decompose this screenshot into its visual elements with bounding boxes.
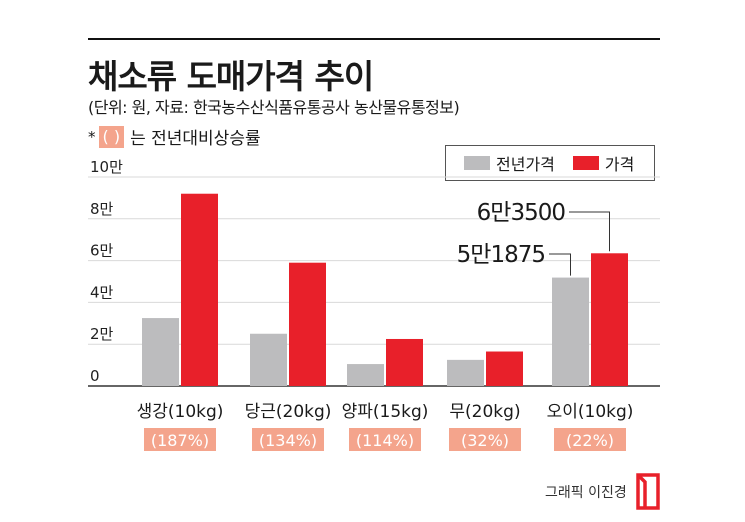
legend-label-price: 가격	[604, 155, 635, 174]
y-tick-label: 8만	[90, 200, 114, 218]
bar-price	[289, 262, 326, 386]
legend: 전년가격 가격	[445, 145, 655, 181]
x-category-label: 무(20kg)	[449, 402, 520, 422]
note-paren-badge: ( )	[98, 125, 125, 148]
chart-subtitle: (단위: 원, 자료: 한국농수산식품유통공사 농산물유통정보)	[88, 98, 460, 117]
x-category-label: 생강(10kg)	[137, 402, 224, 422]
top-rule	[88, 38, 660, 40]
growth-label: (32%)	[461, 431, 509, 450]
bar-price	[386, 338, 423, 386]
y-tick-label: 4만	[90, 283, 114, 301]
y-tick-label: 0	[90, 367, 100, 385]
note-star: *	[88, 127, 96, 146]
bar-prev	[250, 333, 287, 386]
legend-item-prev: 전년가격	[464, 151, 555, 175]
bar-prev	[552, 277, 589, 386]
publisher-logo-icon	[636, 473, 660, 510]
y-tick-label: 2만	[90, 325, 114, 343]
growth-badge	[449, 428, 521, 451]
growth-badge	[349, 428, 421, 451]
value-annotation: 6만3500	[477, 200, 566, 226]
bar-price	[591, 253, 628, 386]
annotation-leader-line	[549, 253, 571, 276]
annotation-leader-line	[569, 211, 610, 252]
bar-prev	[347, 364, 384, 386]
note-text: 는 전년대비상승률	[130, 129, 261, 149]
growth-note: * ( ) 는 전년대비상승률	[88, 124, 261, 149]
x-category-label: 양파(15kg)	[342, 402, 429, 422]
legend-swatch-price	[572, 156, 599, 170]
legend-item-price: 가격	[572, 151, 635, 175]
graphic-credit: 그래픽 이진경	[545, 485, 627, 501]
chart-title: 채소류 도매가격 추이	[88, 57, 374, 96]
growth-label: (134%)	[259, 431, 317, 450]
value-annotation: 5만1875	[457, 242, 545, 268]
x-category-label: 오이(10kg)	[547, 402, 634, 422]
bar-price	[486, 351, 523, 386]
growth-label: (22%)	[566, 431, 614, 450]
y-tick-label: 10만	[90, 158, 123, 176]
bar-price	[181, 193, 218, 386]
legend-swatch-prev	[464, 156, 490, 170]
legend-label-prev: 전년가격	[496, 155, 555, 174]
growth-badge	[554, 428, 626, 451]
growth-label: (114%)	[356, 431, 414, 450]
x-category-label: 당근(20kg)	[245, 402, 332, 422]
bar-prev	[447, 359, 484, 386]
growth-badge	[144, 428, 216, 451]
bar-prev	[142, 318, 179, 386]
growth-label: (187%)	[151, 431, 209, 450]
growth-badge	[252, 428, 324, 451]
y-tick-label: 6만	[90, 242, 114, 260]
